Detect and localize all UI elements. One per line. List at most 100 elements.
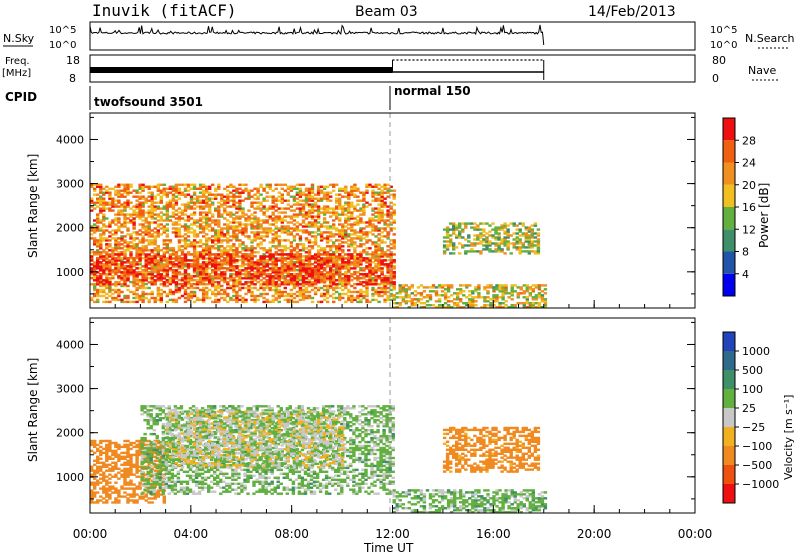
heatmap-cell [162, 253, 166, 256]
heatmap-cell [247, 237, 251, 240]
heatmap-cell [425, 296, 430, 299]
heatmap-cell [256, 187, 260, 190]
heatmap-cell [117, 185, 121, 188]
heatmap-cell [238, 209, 242, 212]
heatmap-cell [277, 199, 281, 202]
heatmap-cell [477, 284, 481, 287]
heatmap-cell [380, 276, 384, 280]
heatmap-cell [201, 235, 206, 238]
heatmap-cell [147, 205, 151, 208]
heatmap-cell [446, 300, 451, 303]
heatmap-cell [183, 296, 188, 300]
heatmap-cell [138, 215, 142, 218]
heatmap-cell [108, 193, 112, 196]
heatmap-cell [117, 288, 121, 292]
heatmap-cell [268, 185, 272, 188]
heatmap-cell [344, 225, 348, 228]
heatmap-cell [232, 284, 236, 288]
heatmap-cell [205, 243, 209, 246]
heatmap-cell [135, 261, 139, 264]
heatmap-cell [220, 229, 224, 232]
heatmap-cell [217, 219, 221, 222]
heatmap-cell [171, 263, 176, 266]
heatmap-cell [177, 265, 182, 268]
heatmap-cell [322, 267, 327, 270]
heatmap-cell [371, 292, 375, 296]
heatmap-cell [274, 183, 278, 186]
heatmap-cell [241, 255, 245, 258]
heatmap-cell [307, 280, 312, 284]
heatmap-cell [177, 231, 182, 234]
heatmap-cell [183, 281, 188, 284]
heatmap-cell [425, 294, 430, 297]
heatmap-cell [527, 230, 531, 233]
heatmap-cell [126, 249, 130, 252]
heatmap-cell [325, 227, 330, 230]
heatmap-cell [117, 267, 121, 270]
heatmap-cell [102, 501, 106, 504]
heatmap-cell [488, 248, 492, 251]
heatmap-cell [229, 279, 233, 282]
heatmap-cell [332, 281, 336, 284]
heatmap-cell [371, 193, 375, 196]
heatmap-cell [362, 207, 366, 210]
heatmap-cell [150, 241, 154, 244]
heatmap-cell [111, 199, 115, 202]
heatmap-cell [220, 197, 224, 200]
heatmap-cell [503, 242, 507, 245]
heatmap-cell [310, 269, 315, 272]
heatmap-cell [492, 304, 496, 307]
heatmap-cell [353, 265, 357, 268]
heatmap-cell [319, 189, 324, 192]
heatmap-cell [295, 261, 300, 264]
heatmap-cell [105, 459, 109, 462]
heatmap-cell [138, 263, 142, 266]
heatmap-cell [398, 284, 402, 287]
heatmap-cell [226, 294, 230, 298]
heatmap-cell [247, 253, 251, 256]
heatmap-cell [165, 223, 169, 226]
heatmap-cell [353, 251, 357, 254]
heatmap-cell [344, 263, 348, 266]
heatmap-cell [150, 207, 154, 210]
heatmap-cell [105, 277, 109, 280]
heatmap-cell [304, 280, 309, 284]
heatmap-cell [277, 235, 281, 238]
heatmap-cell [250, 273, 254, 276]
heatmap-cell [298, 223, 303, 226]
heatmap-cell [365, 183, 369, 186]
heatmap-cell [165, 243, 169, 246]
heatmap-cell [177, 290, 182, 294]
heatmap-cell [168, 298, 173, 302]
heatmap-cell [316, 281, 321, 284]
heatmap-cell [307, 225, 312, 228]
heatmap-cell [114, 491, 118, 494]
heatmap-cell [274, 217, 278, 220]
heatmap-cell [338, 239, 342, 242]
heatmap-cell [322, 237, 327, 240]
heatmap-cell [174, 255, 179, 258]
heatmap-cell [449, 244, 453, 247]
heatmap-cell [220, 253, 224, 256]
heatmap-cell [476, 224, 480, 227]
heatmap-cell [389, 275, 393, 278]
heatmap-cell [153, 267, 157, 270]
heatmap-cell [347, 233, 351, 236]
heatmap-cell [123, 277, 127, 280]
heatmap-cell [102, 447, 106, 451]
heatmap-cell [283, 245, 287, 248]
heatmap-cell [350, 191, 354, 194]
heatmap-cell [168, 269, 173, 272]
heatmap-cell [156, 207, 160, 210]
heatmap-cell [325, 209, 330, 212]
heatmap-cell [452, 230, 456, 233]
heatmap-cell [93, 300, 97, 304]
heatmap-cell [268, 259, 272, 262]
heatmap-cell [335, 259, 339, 262]
heatmap-cell [371, 288, 375, 292]
heatmap-cell [226, 199, 230, 202]
heatmap-cell [174, 201, 179, 204]
heatmap-cell [301, 205, 306, 208]
heatmap-cell [292, 237, 297, 240]
heatmap-cell [256, 235, 260, 238]
